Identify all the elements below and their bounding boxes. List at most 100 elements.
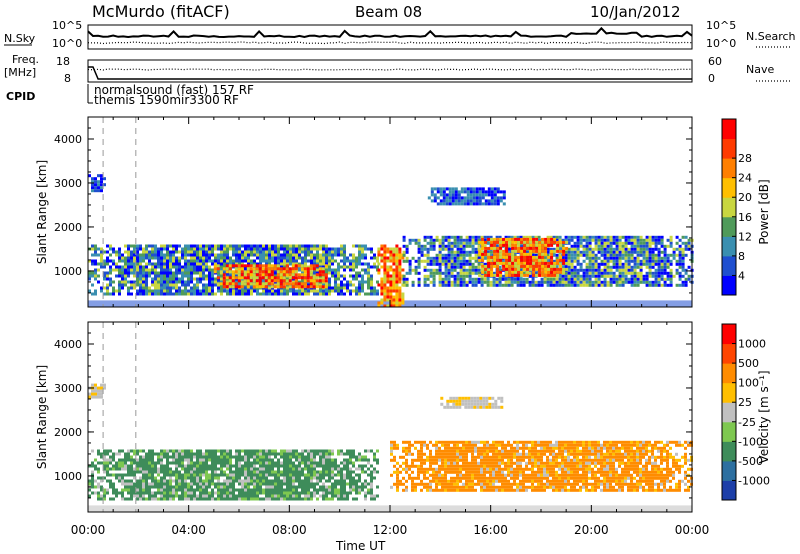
scatter-cell [576, 238, 580, 242]
scatter-cell [175, 265, 178, 269]
scatter-cell [523, 237, 527, 241]
scatter-cell [232, 485, 235, 489]
scatter-cell [618, 247, 622, 251]
scatter-cell [127, 292, 130, 296]
scatter-cell [358, 256, 361, 260]
scatter-cell [597, 268, 601, 272]
scatter-cell [346, 286, 349, 290]
scatter-cell [220, 256, 223, 260]
scatter-cell [253, 482, 256, 486]
scatter-cell [346, 259, 349, 263]
scatter-cell [214, 292, 217, 296]
scatter-cell [268, 289, 271, 293]
scatter-cell [259, 292, 262, 296]
scatter-cell [603, 283, 607, 287]
scatter-cell [319, 253, 322, 257]
scatter-cell [389, 265, 393, 269]
scatter-cell [118, 461, 121, 465]
scatter-cell [564, 280, 568, 284]
scatter-cell [304, 473, 307, 477]
scatter-cell [256, 452, 259, 456]
scatter-cell [145, 482, 148, 486]
scatter-cell [447, 256, 451, 260]
scatter-cell [493, 196, 497, 200]
scatter-cell [474, 253, 478, 257]
scatter-cell [633, 250, 637, 254]
scatter-cell [395, 253, 399, 257]
scatter-cell [438, 271, 442, 275]
scatter-cell [298, 491, 301, 495]
scatter-cell [456, 250, 460, 254]
scatter-cell [127, 256, 130, 260]
scatter-cell [151, 268, 154, 272]
scatter-cell [687, 244, 691, 248]
scatter-cell [465, 235, 469, 239]
scatter-cell [118, 268, 121, 272]
scatter-cell [645, 244, 649, 248]
scatter-cell [160, 274, 163, 278]
scatter-cell [166, 250, 169, 254]
scatter-cell [181, 268, 184, 272]
scatter-cell [283, 488, 286, 492]
scatter-cell [240, 270, 244, 274]
scatter-cell [349, 452, 352, 456]
scatter-cell [585, 283, 589, 287]
scatter-cell [106, 473, 109, 477]
scatter-cell [282, 273, 286, 277]
scatter-cell [151, 464, 154, 468]
scatter-cell [288, 282, 292, 286]
scatter-cell [559, 264, 563, 268]
scatter-cell [243, 279, 247, 283]
scatter-cell [286, 458, 289, 462]
scatter-cell [532, 255, 536, 259]
scatter-cell [285, 270, 289, 274]
scatter-cell [196, 485, 199, 489]
scatter-cell [235, 461, 238, 465]
scatter-cell [666, 256, 670, 260]
scatter-cell [304, 491, 307, 495]
scatter-cell [163, 485, 166, 489]
scatter-cell [112, 286, 115, 290]
scatter-cell [310, 289, 313, 293]
scatter-cell [280, 473, 283, 477]
scatter-cell [389, 268, 393, 272]
scatter-cell [657, 280, 661, 284]
scatter-cell [318, 279, 322, 283]
scatter-cell [151, 461, 154, 465]
scatter-cell [163, 464, 166, 468]
scatter-cell [504, 235, 508, 239]
scatter-cell [274, 253, 277, 257]
scatter-cell [498, 280, 502, 284]
scatter-cell [395, 274, 399, 278]
scatter-cell [615, 238, 619, 242]
scatter-cell [389, 253, 393, 257]
scatter-cell [211, 452, 214, 456]
scatter-cell [331, 482, 334, 486]
scatter-cell [172, 259, 175, 263]
scatter-cell [246, 270, 250, 274]
scatter-cell [398, 271, 402, 275]
scatter-cell [252, 279, 256, 283]
scatter-cell [199, 479, 202, 483]
scatter-cell [265, 470, 268, 474]
scatter-cell [157, 482, 160, 486]
scatter-cell [232, 491, 235, 495]
scatter-cell [178, 256, 181, 260]
scatter-cell [262, 476, 265, 480]
scatter-cell [292, 253, 295, 257]
scatter-cell [172, 286, 175, 290]
scatter-cell [358, 476, 361, 480]
scatter-cell [325, 449, 328, 453]
scatter-cell [585, 262, 589, 266]
scatter-cell [318, 267, 322, 271]
scatter-cell [474, 265, 478, 269]
scatter-cell [523, 243, 527, 247]
scatter-cell [496, 240, 500, 244]
scatter-cell [493, 255, 497, 259]
scatter-cell [169, 289, 172, 293]
scatter-cell [295, 479, 298, 483]
scatter-cell [576, 235, 580, 239]
scatter-cell [481, 240, 485, 244]
scatter-cell [600, 268, 604, 272]
scatter-cell [337, 262, 340, 266]
